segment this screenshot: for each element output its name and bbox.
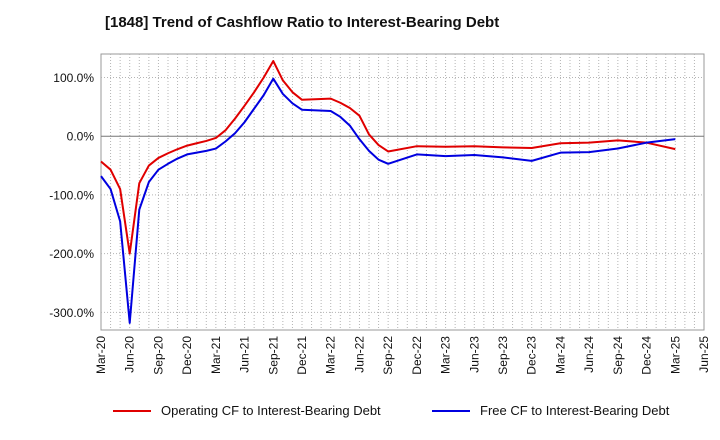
legend-item-operating: Operating CF to Interest-Bearing Debt	[113, 403, 381, 418]
x-tick-label: Mar-21	[209, 336, 223, 374]
plot-frame	[100, 53, 705, 331]
x-tick-label: Dec-21	[295, 336, 309, 375]
x-tick-label: Dec-24	[640, 336, 654, 375]
legend-label-operating: Operating CF to Interest-Bearing Debt	[161, 403, 381, 418]
x-tick-label: Sep-22	[381, 336, 395, 375]
x-tick-label: Jun-23	[467, 336, 481, 373]
x-tick-label: Sep-20	[151, 336, 165, 375]
x-tick-label: Sep-24	[611, 336, 625, 375]
x-tick-label: Jun-24	[582, 336, 596, 373]
legend-swatch-operating	[113, 409, 151, 412]
series-line-operating-cf	[100, 60, 676, 255]
x-axis: Mar-20 Jun-20 Sep-20 Dec-20 Mar-21 Jun-21 Sep-…	[94, 336, 711, 375]
legend-item-free: Free CF to Interest-Bearing Debt	[432, 403, 669, 418]
chart-title: [1848] Trend of Cashflow Ratio to Intere…	[105, 14, 500, 31]
x-tick-label: Dec-22	[410, 336, 424, 375]
x-tick-label: Mar-23	[439, 336, 453, 374]
x-tick-label: Jun-25	[697, 336, 711, 373]
x-tick-label: Jun-20	[123, 336, 137, 373]
legend: Operating CF to Interest-Bearing Debt Fr…	[0, 403, 720, 427]
x-tick-label: Mar-20	[94, 336, 108, 374]
y-tick-label: -200.0%	[49, 247, 94, 261]
x-tick-label: Sep-21	[266, 336, 280, 375]
y-axis: 100.0% 0.0% -100.0% -200.0% -300.0%	[49, 71, 94, 320]
x-tick-label: Dec-20	[180, 336, 194, 375]
series-line-free-cf	[100, 77, 676, 324]
series-layer	[100, 60, 676, 324]
grid-layer	[101, 54, 704, 330]
x-tick-label: Dec-23	[525, 336, 539, 375]
y-tick-label: -100.0%	[49, 188, 94, 202]
x-tick-label: Jun-22	[352, 336, 366, 373]
y-tick-label: -300.0%	[49, 306, 94, 320]
legend-swatch-free	[432, 409, 470, 412]
x-tick-label: Mar-25	[668, 336, 682, 374]
y-tick-label: 100.0%	[53, 71, 94, 85]
legend-label-free: Free CF to Interest-Bearing Debt	[480, 403, 670, 418]
y-tick-label: 0.0%	[67, 130, 95, 144]
x-tick-label: Jun-21	[238, 336, 252, 373]
x-tick-label: Mar-24	[553, 336, 567, 374]
x-tick-label: Sep-23	[496, 336, 510, 375]
x-tick-label: Mar-22	[324, 336, 338, 374]
